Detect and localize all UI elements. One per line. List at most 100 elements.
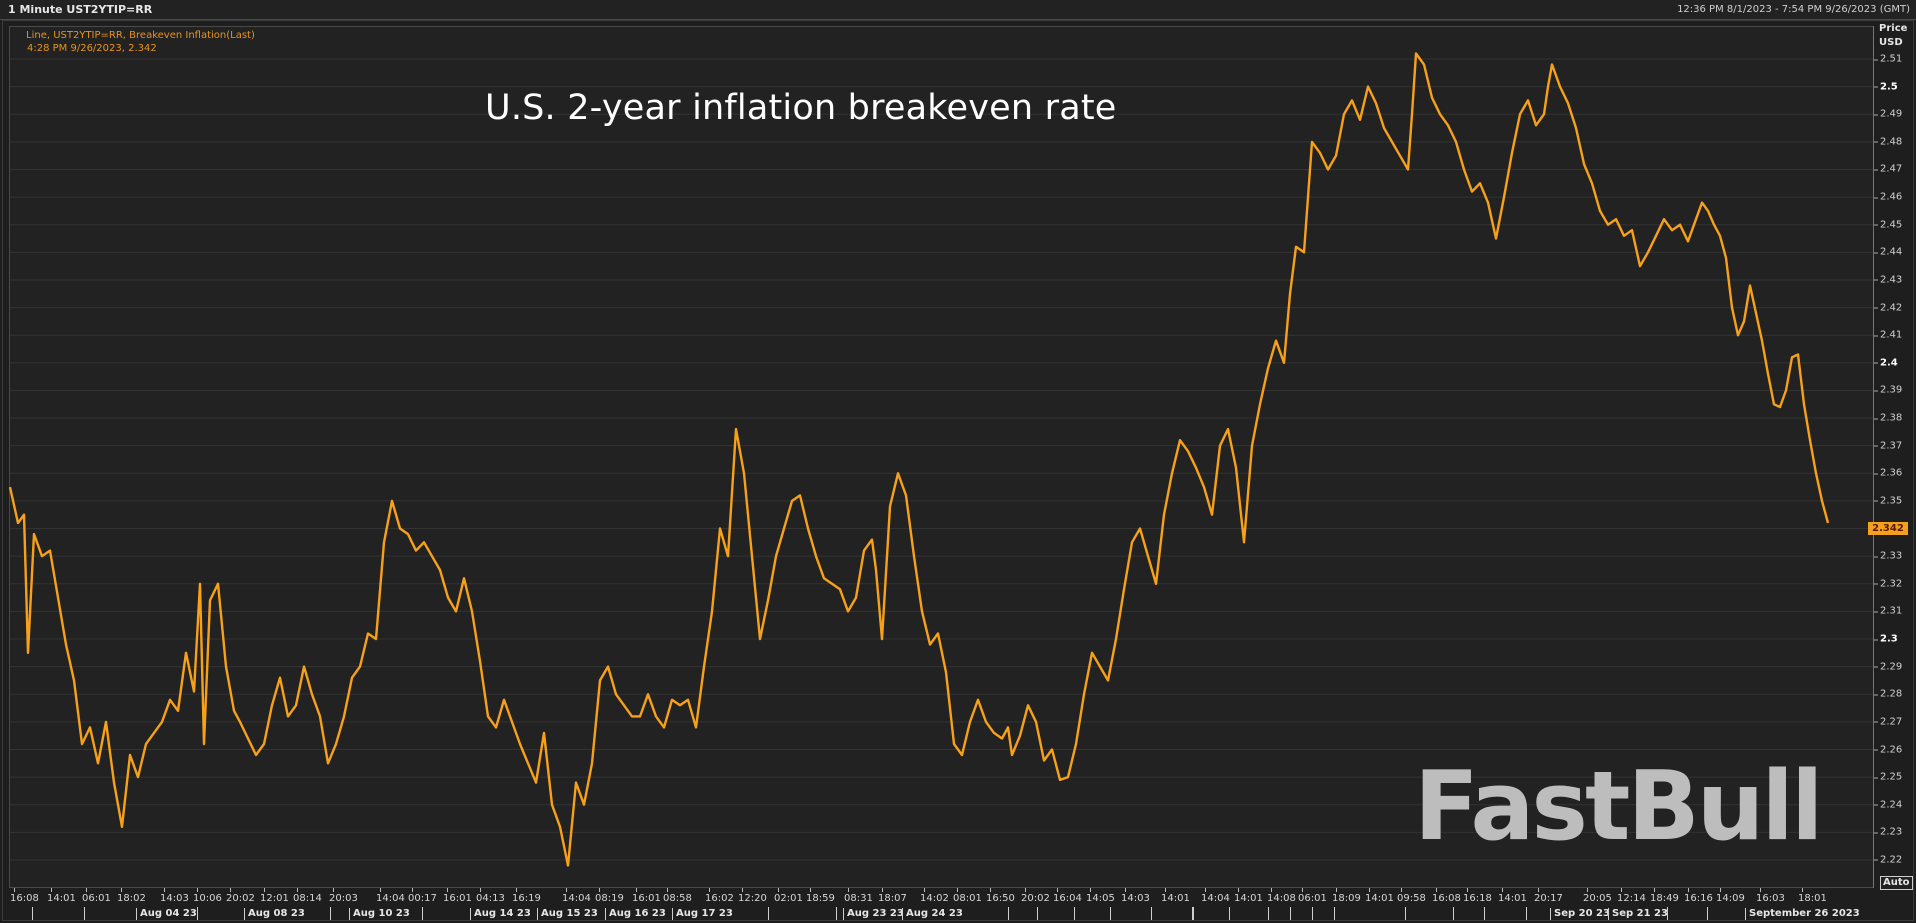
x-tick-mark <box>1720 888 1721 892</box>
x-session-separator <box>768 907 769 920</box>
y-tick-label: 2.25 <box>1872 771 1903 783</box>
x-tick-mark <box>882 888 883 892</box>
x-time-label: 04:13 <box>476 893 505 904</box>
y-axis-header: Price USD <box>1879 22 1907 50</box>
x-time-label: 18:59 <box>806 893 835 904</box>
date-range: 12:36 PM 8/1/2023 - 7:54 PM 9/26/2023 (G… <box>1677 4 1910 15</box>
x-tick-mark <box>1238 888 1239 892</box>
x-tick-mark <box>1401 888 1402 892</box>
x-tick-mark <box>957 888 958 892</box>
x-date-label: Sep 20 23 <box>1550 908 1610 920</box>
x-tick-mark <box>447 888 448 892</box>
y-tick-label: 2.49 <box>1872 108 1903 120</box>
x-tick-mark <box>230 888 231 892</box>
last-price-badge: 2.342 <box>1868 522 1908 535</box>
x-time-label: 18:09 <box>1332 893 1361 904</box>
x-time-label: 06:01 <box>82 893 111 904</box>
x-tick-mark <box>197 888 198 892</box>
y-tick-label: 2.5 <box>1873 81 1898 93</box>
price-line <box>8 52 1830 867</box>
x-tick-mark <box>1165 888 1166 892</box>
x-session-separator <box>1290 907 1291 920</box>
x-time-label: 14:01 <box>1498 893 1527 904</box>
x-tick-mark <box>1467 888 1468 892</box>
x-tick-mark <box>1621 888 1622 892</box>
y-tick-label: 2.42 <box>1872 302 1903 314</box>
y-tick-label: 2.47 <box>1872 163 1903 175</box>
x-date-label: September 26 2023 <box>1745 908 1860 920</box>
x-time-label: 18:01 <box>1798 893 1827 904</box>
x-session-separator <box>1193 907 1194 920</box>
x-session-separator <box>1110 907 1111 920</box>
y-tick-label: 2.46 <box>1872 191 1903 203</box>
x-tick-mark <box>1271 888 1272 892</box>
x-session-separator <box>1453 907 1454 920</box>
x-tick-mark <box>778 888 779 892</box>
x-time-label: 18:07 <box>878 893 907 904</box>
y-tick-label: 2.32 <box>1872 578 1903 590</box>
x-session-separator <box>836 907 837 920</box>
x-time-label: 18:49 <box>1650 893 1679 904</box>
y-tick-label: 2.36 <box>1872 467 1903 479</box>
x-tick-mark <box>709 888 710 892</box>
x-time-label: 14:08 <box>1267 893 1296 904</box>
x-session-separator <box>1312 907 1313 920</box>
y-tick-label: 2.4 <box>1873 357 1898 369</box>
x-tick-mark <box>1369 888 1370 892</box>
x-time-label: 16:01 <box>632 893 661 904</box>
x-tick-mark <box>297 888 298 892</box>
x-date-label: Aug 24 23 <box>902 908 963 920</box>
x-time-label: 20:05 <box>1583 893 1612 904</box>
x-tick-mark <box>1760 888 1761 892</box>
x-time-label: 16:19 <box>512 893 541 904</box>
y-tick-label: 2.28 <box>1872 688 1903 700</box>
x-session-separator <box>1192 907 1193 920</box>
x-tick-mark <box>1688 888 1689 892</box>
y-tick-label: 2.29 <box>1872 661 1903 673</box>
x-tick-mark <box>164 888 165 892</box>
x-session-separator <box>1268 907 1269 920</box>
x-time-label: 14:03 <box>160 893 189 904</box>
x-session-separator <box>1008 907 1009 920</box>
x-time-label: 14:04 <box>562 893 591 904</box>
x-time-label: 14:05 <box>1086 893 1115 904</box>
x-date-label: Sep 21 23 <box>1608 908 1668 920</box>
x-session-separator <box>1405 907 1406 920</box>
y-tick-label: 2.38 <box>1872 412 1903 424</box>
x-tick-mark <box>566 888 567 892</box>
x-session-separator <box>1526 907 1527 920</box>
y-tick-label: 2.41 <box>1872 329 1903 341</box>
x-tick-mark <box>380 888 381 892</box>
y-axis-unit-price: Price <box>1879 23 1908 34</box>
x-time-label: 06:01 <box>1298 893 1327 904</box>
x-time-label: 16:08 <box>1432 893 1461 904</box>
x-time-label: 08:01 <box>953 893 982 904</box>
x-tick-mark <box>1025 888 1026 892</box>
x-session-separator <box>32 907 33 920</box>
x-tick-mark <box>742 888 743 892</box>
x-date-label: Aug 04 23 <box>136 908 197 920</box>
x-tick-mark <box>1802 888 1803 892</box>
x-time-label: 20:03 <box>329 893 358 904</box>
x-time-label: 08:14 <box>293 893 322 904</box>
y-tick-label: 2.51 <box>1872 53 1903 65</box>
x-date-label: Aug 23 23 <box>843 908 904 920</box>
auto-scale-button[interactable]: Auto <box>1880 876 1913 890</box>
x-time-label: 16:04 <box>1053 893 1082 904</box>
x-time-label: 16:50 <box>986 893 1015 904</box>
x-time-label: 14:03 <box>1121 893 1150 904</box>
x-session-separator <box>1229 907 1230 920</box>
x-date-label: Aug 10 23 <box>349 908 410 920</box>
y-tick-label: 2.23 <box>1872 826 1903 838</box>
x-tick-mark <box>264 888 265 892</box>
legend-series-label: Line, UST2YTIP=RR, Breakeven Inflation(L… <box>26 30 255 41</box>
x-session-separator <box>1074 907 1075 920</box>
y-tick-label: 2.37 <box>1872 440 1903 452</box>
x-session-separator <box>1667 907 1668 920</box>
x-tick-mark <box>333 888 334 892</box>
x-time-label: 16:01 <box>443 893 472 904</box>
x-time-label: 14:04 <box>376 893 405 904</box>
y-axis-line <box>1873 26 1874 888</box>
x-tick-mark <box>667 888 668 892</box>
